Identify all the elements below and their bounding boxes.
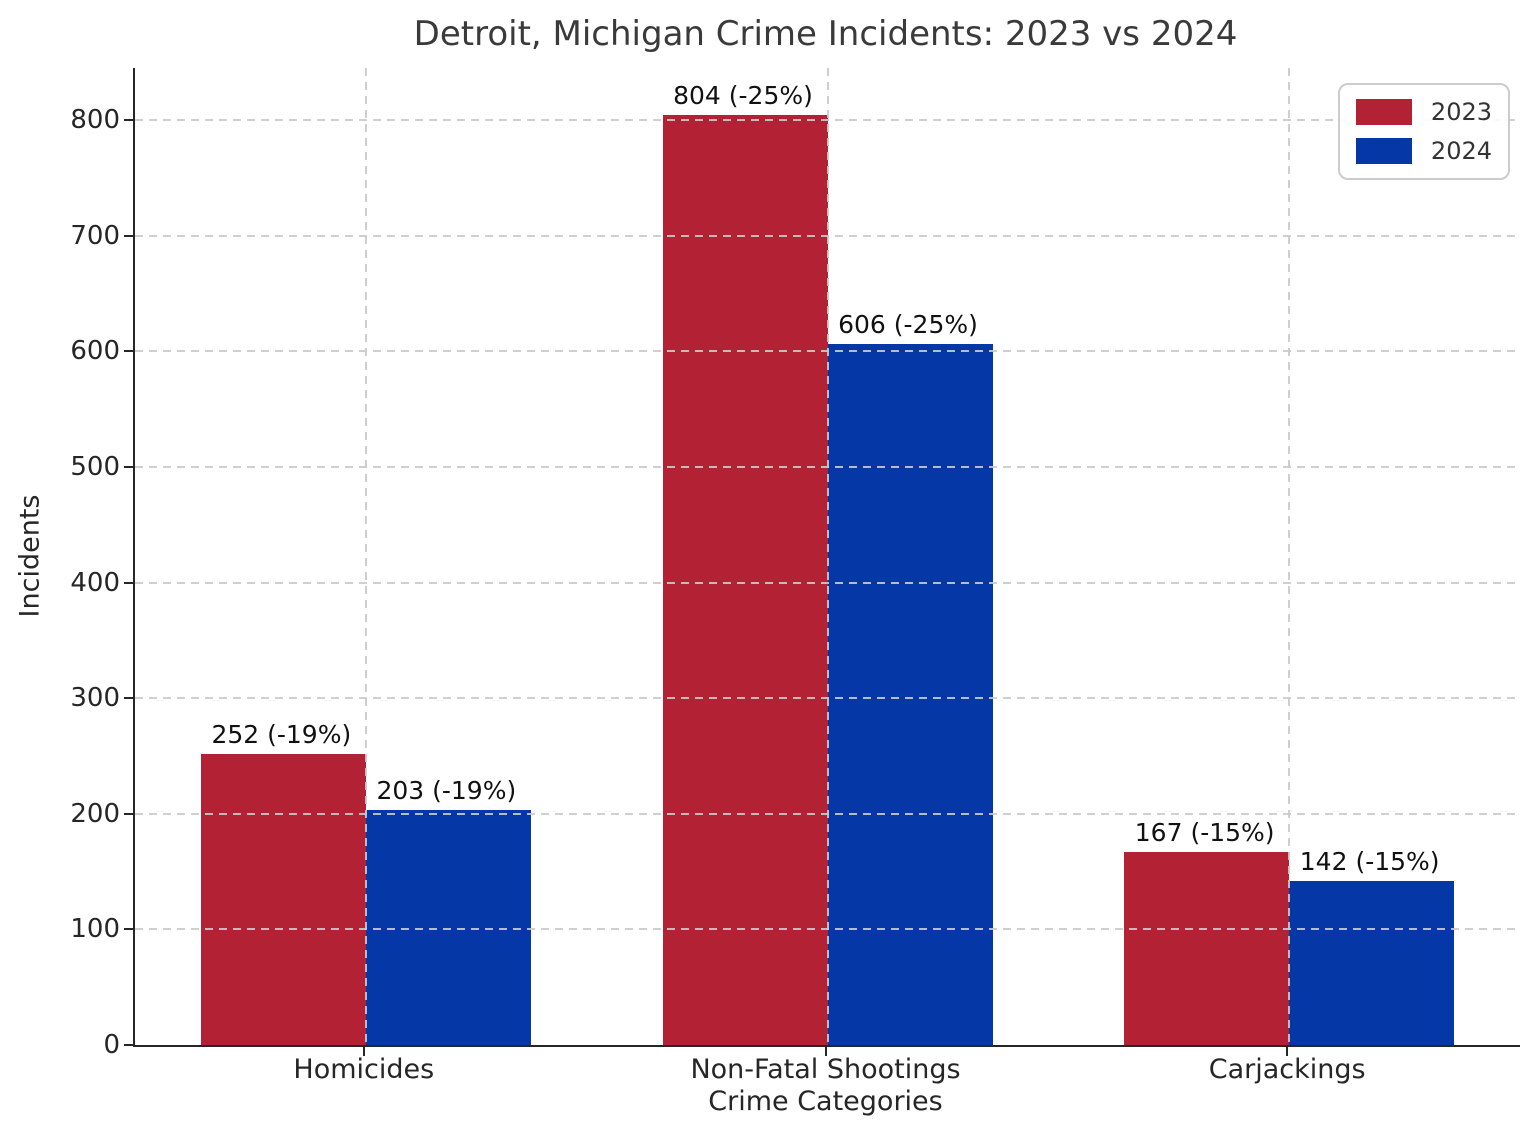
x-tick-label: Homicides [293,1054,435,1085]
y-axis-tick [124,928,133,931]
gridline-horizontal [135,350,1520,353]
y-axis-tick [124,465,133,468]
bar-value-label: 606 (-25%) [838,310,978,340]
y-tick-label: 700 [70,220,120,251]
gridline-horizontal [135,119,1520,122]
y-tick-label: 800 [70,105,120,136]
bar-value-label: 167 (-15%) [1134,817,1275,847]
x-tick-label: Carjackings [1208,1054,1366,1085]
y-tick-label: 300 [70,683,120,714]
x-axis-tick [362,1047,365,1056]
y-axis-tick [124,350,133,353]
legend-item-2024: 2024 [1356,137,1492,165]
gridline-horizontal [135,234,1520,237]
plot-area [133,68,1520,1047]
bar-2023-homicides [200,753,366,1045]
gridline-horizontal [135,812,1520,815]
y-axis-tick [124,119,133,122]
x-axis-label: Crime Categories [708,1086,943,1117]
y-axis-label: Incidents [14,494,46,618]
bar-2024-homicides [365,810,531,1045]
y-axis-tick [124,812,133,815]
gridline-horizontal [135,928,1520,931]
y-tick-label: 400 [70,567,120,598]
y-tick-label: 100 [70,914,120,945]
gridline-horizontal [135,697,1520,700]
bar-2024-carjackings [1289,880,1455,1045]
y-tick-label: 500 [70,451,120,482]
y-tick-label: 200 [70,798,120,829]
legend-swatch-2023 [1356,99,1412,125]
gridline-vertical [826,68,829,1045]
legend: 2023 2024 [1338,83,1510,180]
bar-value-label: 142 (-15%) [1299,846,1440,876]
legend-item-2023: 2023 [1356,98,1492,126]
gridline-vertical [364,68,367,1045]
bar-2023-carjackings [1124,851,1290,1045]
gridline-vertical [1288,68,1291,1045]
y-tick-label: 600 [70,336,120,367]
y-axis-tick [124,697,133,700]
chart-title: Detroit, Michigan Crime Incidents: 2023 … [413,14,1238,54]
x-axis-tick [824,1047,827,1056]
y-axis-tick [124,234,133,237]
bar-value-label: 804 (-25%) [673,81,813,111]
legend-swatch-2024 [1356,138,1412,164]
gridline-horizontal [135,465,1520,468]
bar-value-label: 203 (-19%) [376,776,517,806]
legend-label-2024: 2024 [1430,137,1492,165]
legend-label-2023: 2023 [1430,98,1492,126]
y-tick-label: 0 [103,1030,120,1060]
bar-value-label: 252 (-19%) [211,719,352,749]
gridline-horizontal [135,581,1520,584]
x-tick-label: Non-Fatal Shootings [690,1054,961,1085]
y-axis-tick [124,1044,133,1046]
y-axis-tick [124,581,133,584]
bar-2023-non-fatal-shootings [662,115,828,1045]
bar-2024-non-fatal-shootings [827,344,993,1045]
x-axis-tick [1286,1047,1289,1056]
